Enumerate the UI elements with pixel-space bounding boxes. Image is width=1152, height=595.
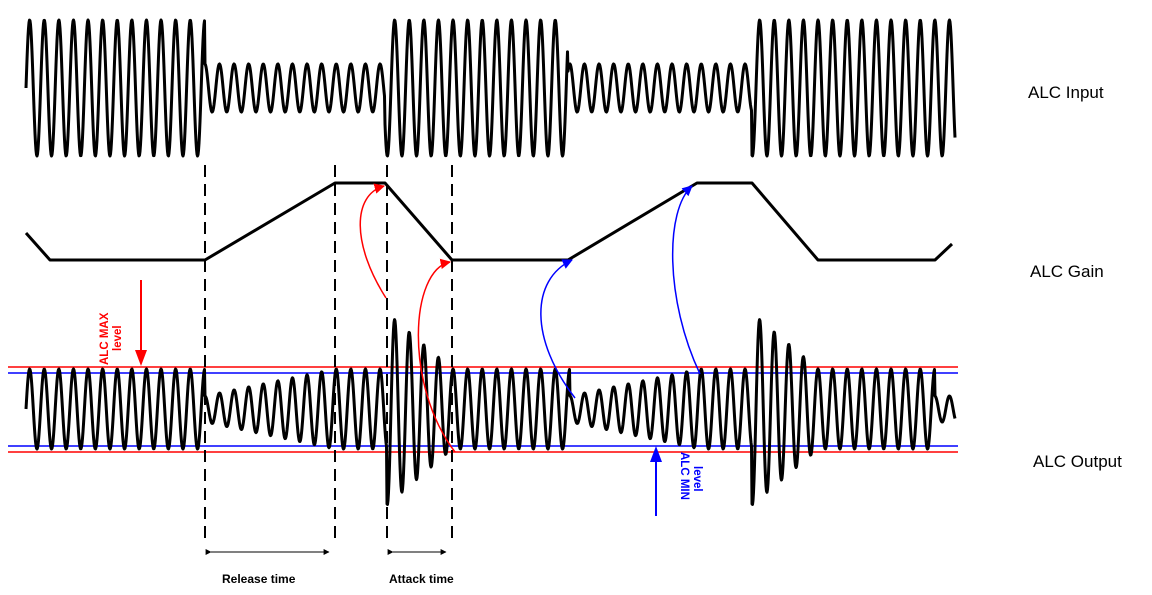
alc-output-waveform (24, 318, 957, 506)
min-level-label: ALC MIN level (678, 452, 703, 503)
max-level-label-line2: level (112, 325, 124, 351)
attack-arrow-2 (417, 258, 456, 453)
alc-gain-envelope (24, 181, 954, 262)
alc-output-label: ALC Output (1033, 452, 1122, 471)
alc-gain-label: ALC Gain (1030, 262, 1104, 281)
min-level-arrowhead (650, 446, 662, 462)
release-time-label: Release time (222, 572, 296, 586)
release-arrow-1 (540, 259, 576, 399)
attack-time-label: Attack time (389, 572, 454, 586)
min-level-label-line2: level (691, 466, 703, 492)
max-level-label: ALC MAX level (99, 309, 124, 365)
release-arrow-2 (671, 185, 701, 375)
attack-arrow-1 (359, 183, 387, 299)
alc-input-waveform (24, 18, 957, 158)
max-level-label-line1: ALC MAX (99, 312, 111, 365)
max-level-arrowhead (135, 350, 147, 366)
min-level-label-line1: ALC MIN (678, 452, 690, 500)
alc-input-label: ALC Input (1028, 83, 1104, 102)
